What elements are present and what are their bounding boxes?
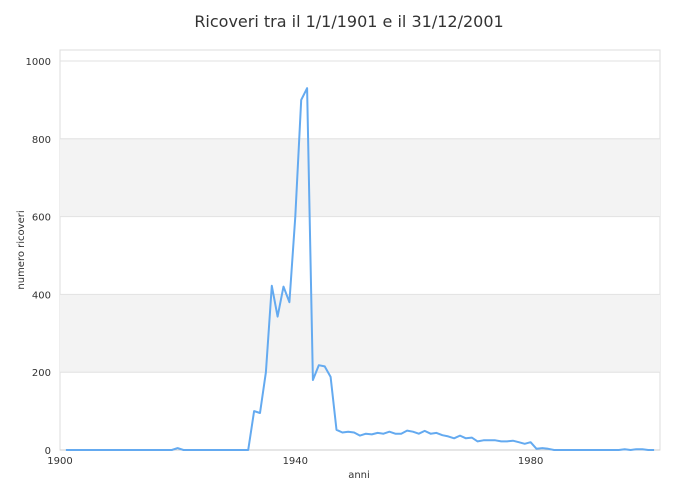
x-tick-label: 1940 <box>283 456 308 467</box>
x-tick-label: 1980 <box>518 456 543 467</box>
y-tick-label: 600 <box>32 213 51 224</box>
y-tick-label: 1000 <box>26 57 51 68</box>
chart-title: Ricoveri tra il 1/1/1901 e il 31/12/2001 <box>194 12 503 31</box>
y-axis-label: numero ricoveri <box>16 210 27 289</box>
y-tick-label: 0 <box>45 446 51 457</box>
grid-band <box>60 294 660 373</box>
y-tick-label: 400 <box>32 290 51 301</box>
x-axis-label: anni <box>348 470 370 481</box>
y-tick-label: 800 <box>32 135 51 146</box>
grid-band <box>60 138 660 217</box>
x-tick-label: 1900 <box>47 456 72 467</box>
plot-area <box>59 49 661 451</box>
y-tick-label: 200 <box>32 368 51 379</box>
series-line <box>65 87 655 451</box>
